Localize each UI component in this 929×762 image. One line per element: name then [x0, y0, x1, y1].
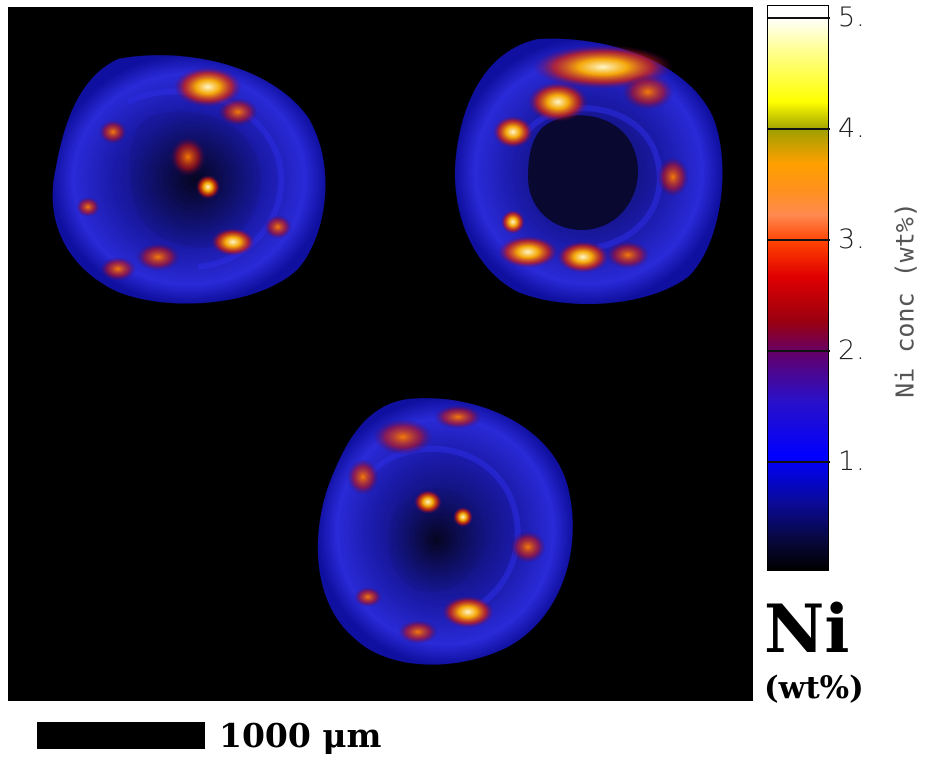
- scale-bar-label: 1000 μm: [219, 716, 382, 755]
- element-label: Ni: [764, 590, 850, 668]
- colorbar-label-4: 4.: [838, 113, 866, 144]
- colorbar-tick-1: [768, 461, 830, 463]
- section-bottom-center: [317, 398, 573, 665]
- elemental-map: [8, 7, 753, 701]
- colorbar-label-1: 1.: [838, 446, 866, 477]
- colorbar-title: Ni conc (wt%): [890, 202, 920, 398]
- colorbar: [767, 5, 830, 571]
- section-top-right: [454, 38, 723, 304]
- colorbar-label-5: 5.: [838, 2, 866, 33]
- colorbar-tick-3: [768, 239, 830, 241]
- colorbar-tick-5: [768, 17, 830, 19]
- section-top-left: [52, 55, 326, 304]
- colorbar-label-2: 2.: [838, 335, 866, 366]
- scale-bar: [37, 722, 205, 749]
- colorbar-tick-4: [768, 128, 830, 130]
- colorbar-label-3: 3.: [838, 224, 866, 255]
- unit-label: (wt%): [764, 670, 864, 706]
- colorbar-tick-2: [768, 350, 830, 352]
- map-image: [52, 38, 723, 665]
